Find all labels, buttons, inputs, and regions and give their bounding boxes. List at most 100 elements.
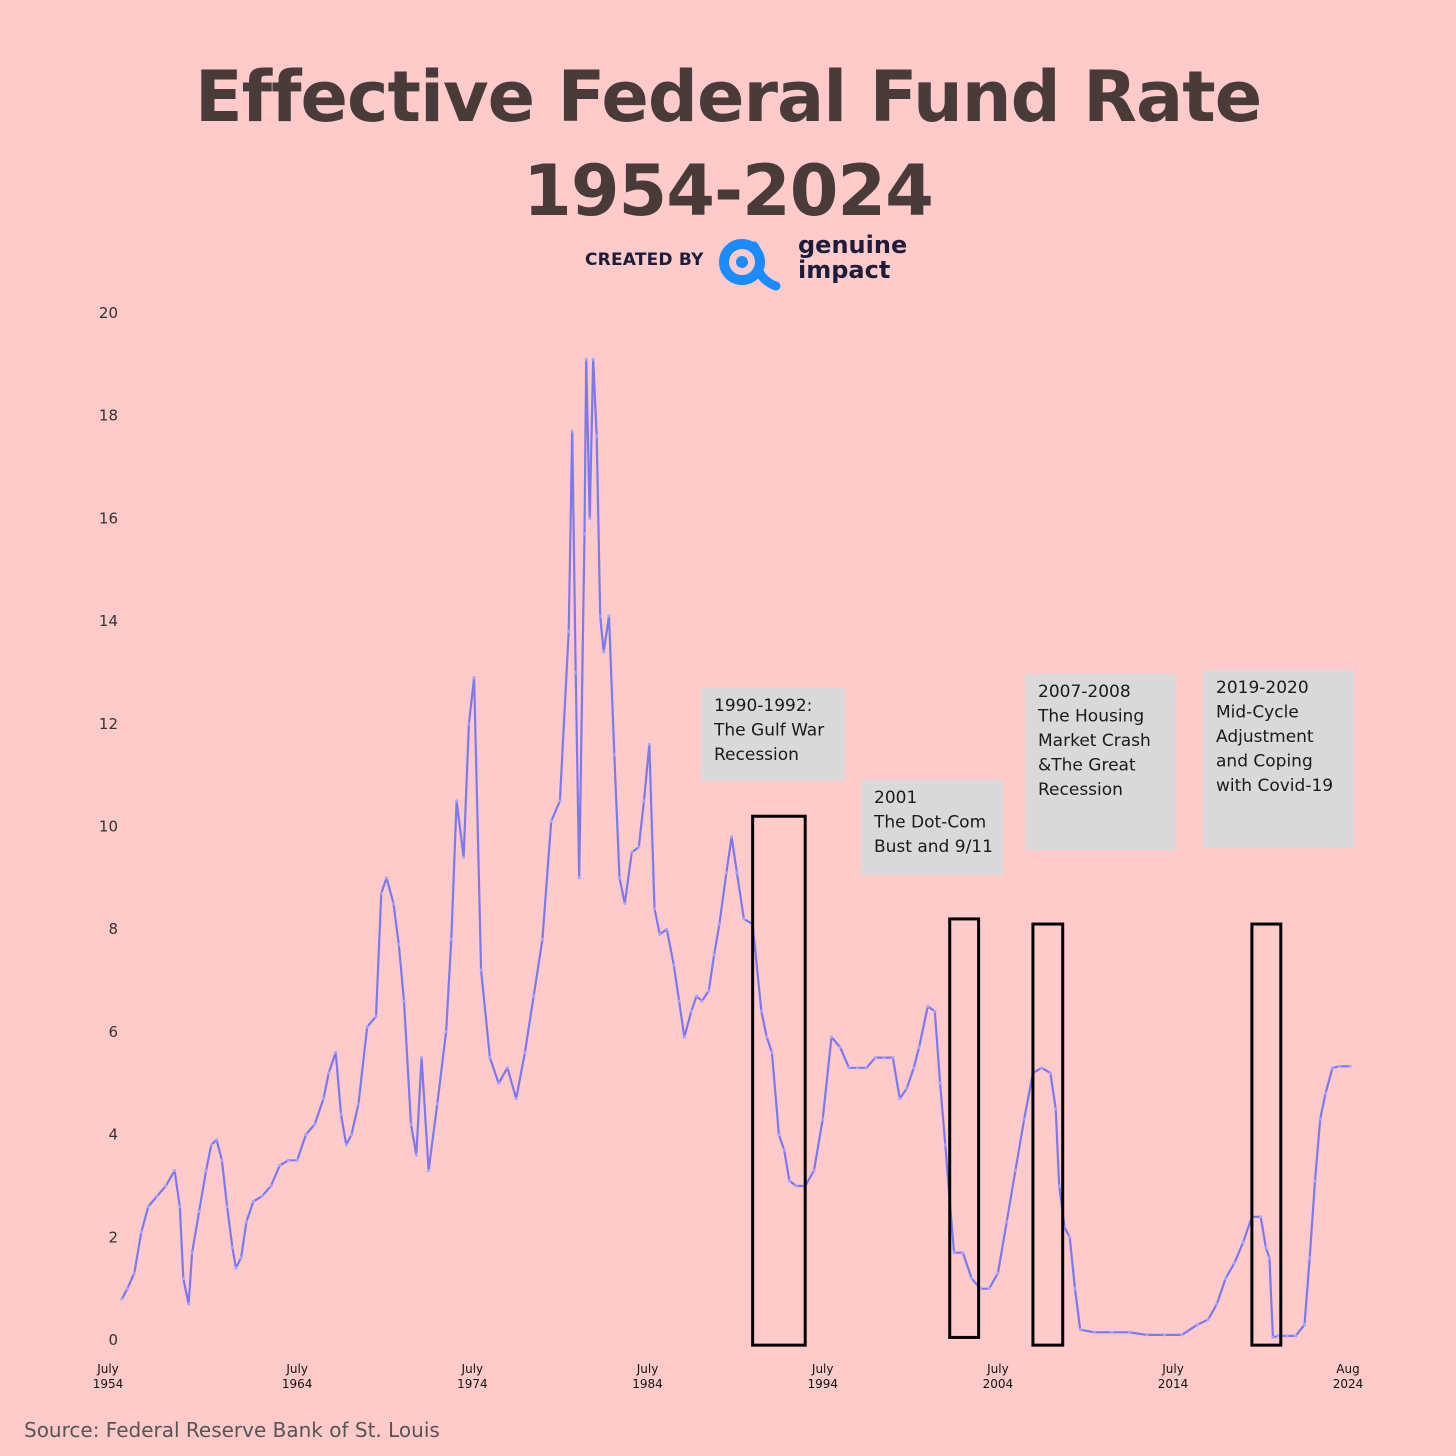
data-point	[497, 1081, 501, 1085]
x-tick-label: 1964	[282, 1377, 313, 1391]
brand-line-1: genuine	[798, 231, 908, 259]
data-point	[812, 1168, 816, 1173]
data-point	[132, 1271, 136, 1275]
data-point	[349, 1133, 354, 1137]
data-point	[938, 1081, 942, 1085]
data-point	[847, 1066, 851, 1070]
data-point	[532, 994, 536, 998]
data-point	[1068, 1235, 1072, 1239]
data-point	[1092, 1330, 1096, 1334]
annotation-text: The Dot-Com	[873, 813, 986, 833]
data-point	[637, 845, 641, 849]
data-point	[864, 1066, 869, 1070]
data-point	[1054, 1107, 1058, 1111]
data-point	[1241, 1240, 1245, 1245]
data-point	[1127, 1330, 1131, 1334]
data-point	[172, 1168, 177, 1173]
data-point	[488, 1055, 492, 1060]
data-point	[1323, 1091, 1328, 1096]
data-point	[598, 614, 602, 618]
data-point	[1215, 1302, 1219, 1306]
data-point	[209, 1143, 213, 1147]
data-point	[402, 999, 406, 1003]
data-point	[658, 932, 662, 936]
data-point	[365, 1025, 369, 1029]
y-tick-label: 10	[99, 818, 118, 836]
annotation-text: Mid-Cycle	[1216, 703, 1299, 723]
data-point	[449, 937, 453, 942]
data-point	[905, 1086, 909, 1090]
data-point	[220, 1158, 224, 1162]
y-tick-label: 2	[108, 1228, 118, 1246]
y-tick-label: 12	[99, 715, 118, 733]
data-point	[943, 1143, 947, 1147]
annotation-text: with Covid-19	[1216, 776, 1333, 796]
annotation-box-gulf-war	[701, 688, 845, 781]
data-point	[829, 1035, 834, 1039]
data-point	[1224, 1276, 1228, 1280]
data-point	[479, 968, 483, 972]
highlight-rect-housing	[1031, 922, 1065, 1347]
x-tick-label: July	[636, 1362, 659, 1376]
data-point	[139, 1230, 143, 1234]
x-tick-label: July	[1161, 1362, 1184, 1376]
data-point	[155, 1194, 159, 1198]
data-point	[1005, 1220, 1009, 1224]
data-point	[712, 953, 716, 957]
annotation-text: 2007-2008	[1038, 682, 1131, 702]
x-tick-label: Aug	[1336, 1362, 1359, 1376]
data-point	[602, 650, 606, 654]
data-point	[313, 1122, 317, 1126]
data-point	[444, 1030, 448, 1034]
annotation-text: 2019-2020	[1216, 678, 1309, 698]
data-point	[558, 799, 562, 803]
x-tick-label: 1974	[457, 1377, 488, 1391]
highlight-rect-gulf-war	[751, 814, 807, 1347]
data-point	[652, 907, 657, 911]
data-point	[549, 819, 553, 823]
data-point	[970, 1276, 974, 1280]
data-point	[1206, 1317, 1210, 1322]
data-point	[204, 1168, 208, 1173]
data-point	[617, 876, 622, 880]
data-point	[882, 1055, 886, 1060]
x-tick-label: 1994	[807, 1377, 838, 1391]
brand-line-2: impact	[798, 256, 891, 284]
data-point	[505, 1066, 509, 1070]
data-point	[642, 799, 646, 803]
data-point	[765, 1035, 769, 1039]
data-point	[759, 1009, 764, 1013]
data-point	[125, 1287, 129, 1291]
data-point	[926, 1004, 930, 1008]
data-point	[1308, 1256, 1312, 1260]
data-point	[873, 1055, 877, 1060]
annotation-text: Market Crash	[1038, 731, 1151, 751]
data-point	[244, 1220, 248, 1224]
data-point	[612, 753, 616, 757]
data-point	[1294, 1334, 1298, 1338]
data-point	[190, 1251, 194, 1255]
data-point	[472, 675, 476, 680]
data-point	[838, 1045, 842, 1049]
data-point	[787, 1179, 792, 1183]
y-tick-label: 18	[99, 407, 118, 425]
data-point	[321, 1097, 326, 1101]
data-point	[742, 917, 746, 921]
annotation-text: Bust and 9/11	[874, 837, 993, 857]
data-point	[630, 850, 634, 854]
data-point	[356, 1102, 361, 1106]
data-point	[682, 1035, 686, 1039]
x-tick-label: 2014	[1158, 1377, 1189, 1391]
data-point	[304, 1133, 308, 1137]
data-point	[777, 1133, 781, 1137]
created-by-label: CREATED BY	[585, 250, 704, 270]
data-point	[278, 1163, 282, 1168]
data-point	[856, 1066, 860, 1070]
x-tick-label: 2004	[983, 1377, 1014, 1391]
data-point	[677, 999, 681, 1003]
data-point	[120, 1297, 124, 1301]
annotation-text: 2001	[874, 788, 917, 808]
data-point	[234, 1266, 238, 1270]
data-point	[379, 891, 383, 895]
data-point	[1162, 1333, 1166, 1337]
